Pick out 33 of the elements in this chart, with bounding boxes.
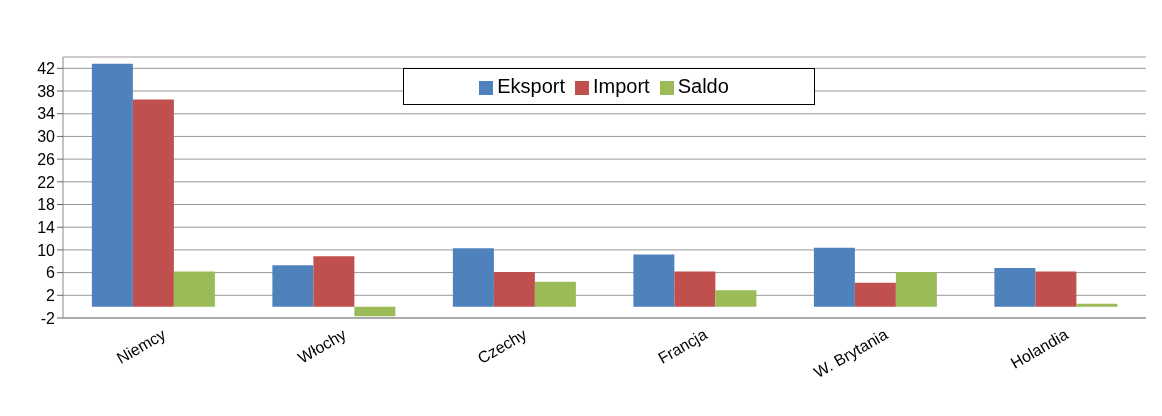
bar xyxy=(994,268,1036,307)
bar xyxy=(452,248,494,307)
bar xyxy=(91,63,133,307)
bar xyxy=(272,265,314,307)
bar xyxy=(354,306,396,317)
bar xyxy=(132,99,174,307)
bar xyxy=(313,256,355,307)
y-tick-label: 38 xyxy=(37,82,56,100)
y-tick-label: 42 xyxy=(37,60,56,78)
y-tick-label: 34 xyxy=(37,105,56,123)
bar xyxy=(173,271,215,307)
bar xyxy=(493,272,535,307)
bar xyxy=(715,290,757,307)
y-tick-label: 10 xyxy=(37,241,56,259)
y-tick-label: 18 xyxy=(37,196,56,214)
y-tick-label: 30 xyxy=(37,128,56,146)
y-tick-label: 14 xyxy=(37,218,56,236)
y-tick-label: 22 xyxy=(37,173,56,191)
y-tick-label: 6 xyxy=(46,264,56,282)
legend-label: Import xyxy=(592,75,650,97)
legend-label: Saldo xyxy=(677,75,729,97)
bar xyxy=(534,281,576,307)
y-tick-label: 26 xyxy=(37,150,56,168)
bar xyxy=(854,282,896,307)
bar xyxy=(895,272,937,307)
legend-label: Eksport xyxy=(497,75,565,97)
y-tick-label: -2 xyxy=(40,309,56,327)
y-tick-label: 2 xyxy=(46,286,56,304)
bar xyxy=(1035,271,1077,307)
bar xyxy=(633,254,675,307)
bar xyxy=(1076,303,1118,307)
bar xyxy=(674,271,716,307)
bar xyxy=(813,247,855,307)
